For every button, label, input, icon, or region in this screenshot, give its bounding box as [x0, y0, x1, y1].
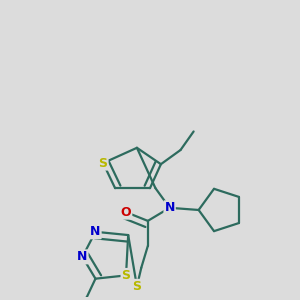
Text: S: S	[99, 157, 108, 169]
Text: N: N	[164, 201, 175, 214]
Text: N: N	[77, 250, 88, 263]
Text: O: O	[121, 206, 131, 219]
Text: S: S	[122, 269, 130, 282]
Text: S: S	[132, 280, 141, 293]
Text: N: N	[90, 225, 101, 238]
